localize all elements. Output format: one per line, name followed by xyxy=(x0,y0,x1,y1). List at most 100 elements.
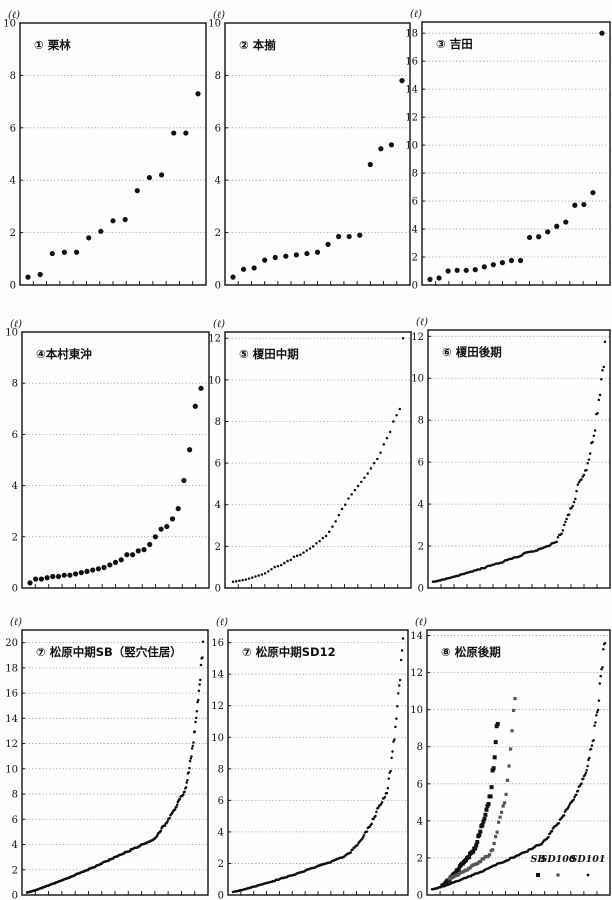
y-tick-label: 4 xyxy=(12,840,18,851)
y-tick-label: 4 xyxy=(10,176,16,187)
data-point xyxy=(592,739,595,742)
data-point xyxy=(188,766,191,770)
data-point xyxy=(598,393,602,397)
data-point xyxy=(385,791,389,795)
data-point xyxy=(321,536,325,540)
data-point xyxy=(164,523,170,530)
data-point xyxy=(471,849,476,854)
panel-p2: 0 2 4 6 8 10(ℓ) ② 本揃 xyxy=(208,10,411,292)
data-point xyxy=(571,504,575,508)
data-point xyxy=(588,452,592,455)
y-tick-label: 4 xyxy=(12,481,18,492)
data-point xyxy=(494,835,498,839)
data-point xyxy=(247,577,251,580)
data-point xyxy=(305,549,309,552)
y-tick-label: 16 xyxy=(405,57,418,68)
data-point xyxy=(488,794,493,799)
y-tick-label: 6 xyxy=(12,815,18,826)
data-point xyxy=(581,201,587,208)
data-point xyxy=(562,523,566,527)
data-point xyxy=(382,443,386,446)
y-tick-label: 10 xyxy=(211,733,224,744)
data-point xyxy=(477,832,482,837)
y-unit-label: (ℓ) xyxy=(8,10,20,21)
data-point xyxy=(118,557,124,563)
data-point xyxy=(392,740,395,743)
data-point xyxy=(340,507,344,511)
data-point xyxy=(367,161,373,168)
data-point xyxy=(110,218,116,224)
data-point xyxy=(472,267,478,273)
data-point xyxy=(353,488,357,492)
data-point xyxy=(488,853,492,857)
data-point xyxy=(490,262,496,268)
y-tick-label: 10 xyxy=(411,374,424,385)
data-point xyxy=(473,846,478,851)
data-point xyxy=(50,573,56,580)
data-point xyxy=(254,575,257,578)
data-point xyxy=(602,648,605,651)
data-point xyxy=(189,757,193,760)
data-point xyxy=(231,580,235,584)
y-tick-label: 0 xyxy=(417,891,423,900)
data-point xyxy=(602,365,606,369)
data-point xyxy=(368,825,372,829)
data-point xyxy=(399,658,403,662)
y-tick-label: 16 xyxy=(5,689,18,700)
data-point xyxy=(395,414,398,417)
y-unit-label: (ℓ) xyxy=(213,10,225,21)
data-point xyxy=(573,795,576,799)
data-point xyxy=(37,271,43,278)
data-point xyxy=(482,857,486,861)
data-point xyxy=(61,572,67,578)
data-point xyxy=(181,477,187,484)
y-tick-label: 14 xyxy=(5,714,18,725)
data-point xyxy=(372,817,375,821)
y-tick-label: 4 xyxy=(417,816,423,827)
data-point xyxy=(401,336,405,340)
data-point xyxy=(393,738,396,741)
data-point xyxy=(360,480,363,484)
y-tick-label: 10 xyxy=(410,705,423,716)
plot-frame xyxy=(224,22,411,286)
data-point xyxy=(592,434,596,437)
data-point xyxy=(482,816,487,821)
y-tick-label: 2 xyxy=(12,532,18,543)
data-point xyxy=(184,786,188,789)
y-tick-label: 6 xyxy=(412,197,418,208)
y-tick-label: 12 xyxy=(410,668,423,679)
y-tick-label: 2 xyxy=(418,542,424,553)
data-point xyxy=(201,656,204,659)
data-point xyxy=(590,190,596,196)
legend-marker xyxy=(586,873,590,877)
data-point xyxy=(427,276,433,283)
data-point xyxy=(499,260,506,266)
y-tick-label: 8 xyxy=(215,71,221,82)
data-point xyxy=(588,756,591,760)
data-point xyxy=(201,640,205,643)
data-point xyxy=(388,142,395,148)
data-point xyxy=(587,758,590,762)
y-tick-label: 10 xyxy=(405,141,418,152)
data-point xyxy=(267,570,270,573)
y-tick-label: 14 xyxy=(211,670,224,681)
data-point xyxy=(101,564,107,571)
data-point xyxy=(478,829,483,834)
data-point xyxy=(554,223,560,229)
data-point xyxy=(122,216,128,223)
y-tick-label: 0 xyxy=(215,584,221,595)
data-point xyxy=(595,713,598,717)
data-point xyxy=(593,429,597,432)
panel-p5: 0 2 4 6 8 10 12 (ℓ) ⑤ 榎田中期 xyxy=(208,319,412,595)
y-tick-label: 4 xyxy=(215,176,221,187)
data-point xyxy=(563,219,569,225)
data-point xyxy=(564,520,567,524)
data-point xyxy=(394,725,397,729)
data-point xyxy=(486,802,491,807)
data-point xyxy=(387,777,391,780)
data-point xyxy=(511,708,516,713)
data-point xyxy=(357,232,363,238)
data-point xyxy=(436,275,442,281)
data-point xyxy=(194,720,197,724)
data-point xyxy=(112,559,119,566)
